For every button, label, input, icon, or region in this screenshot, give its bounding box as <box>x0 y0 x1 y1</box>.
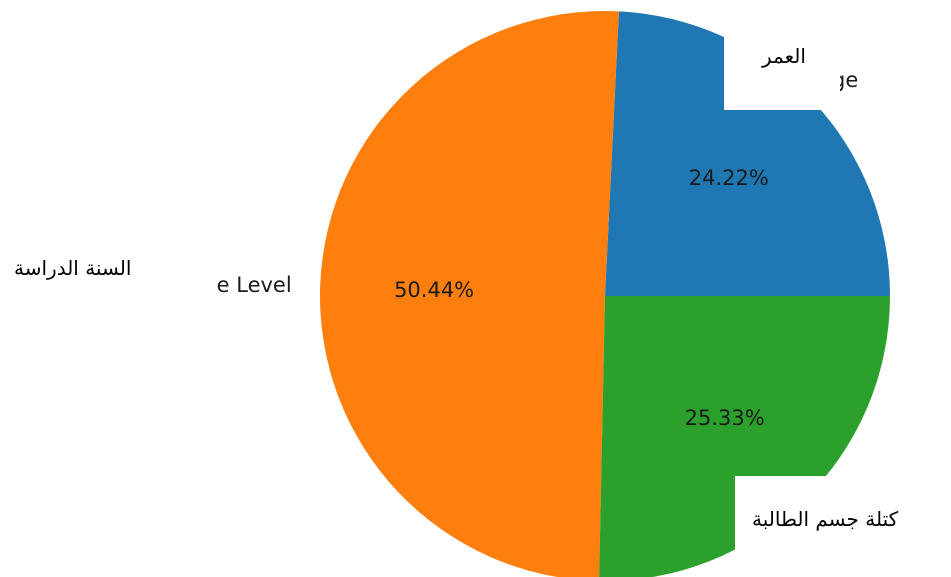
pct-label-age: 24.22% <box>689 166 769 190</box>
grade-level-label-arabic: السنة الدراسة <box>14 256 132 280</box>
pie-slice-age <box>605 11 890 296</box>
bmi-label-cover <box>735 476 951 577</box>
age-label-cover <box>724 36 840 110</box>
bmi-label-arabic: كتلة جسم الطالبة <box>752 507 899 531</box>
pie-slice-grade-level <box>320 11 619 577</box>
slice-label-grade-level: e Level <box>217 273 292 297</box>
pie-slice-bmi <box>599 296 890 577</box>
age-label-arabic: العمر <box>762 44 806 68</box>
pct-label-grade-level: 50.44% <box>394 278 474 302</box>
pct-label-bmi: 25.33% <box>685 406 765 430</box>
